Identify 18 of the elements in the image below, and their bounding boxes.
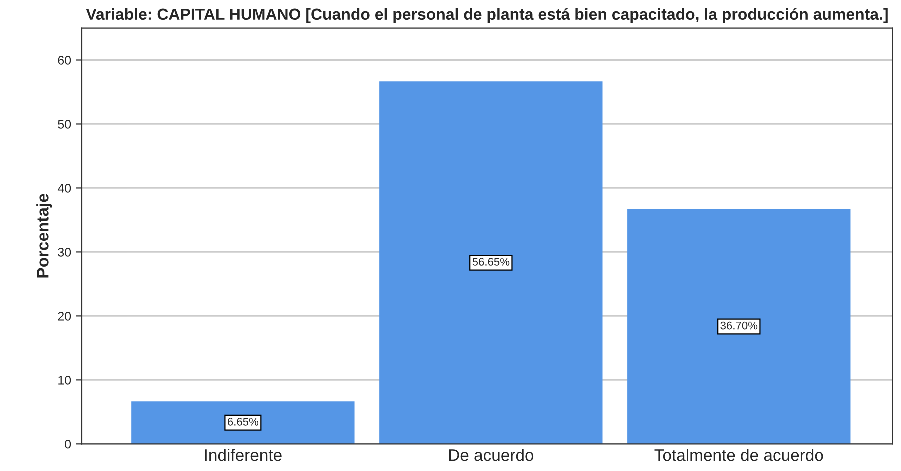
data-label: 6.65%	[228, 418, 259, 426]
y-tick-label: 30	[58, 248, 72, 257]
y-tick-label: 10	[58, 376, 72, 385]
x-tick-label: De acuerdo	[449, 449, 534, 462]
bar	[628, 209, 851, 444]
bar	[132, 402, 355, 444]
bar	[380, 82, 603, 444]
chart-title: Variable: CAPITAL HUMANO [Cuando el personal de planta está bien capacitado, la producción aumenta.]	[86, 8, 888, 24]
y-tick-label: 40	[58, 184, 72, 193]
x-tick-label: Indiferente	[205, 449, 282, 462]
data-label: 56.65%	[472, 258, 510, 266]
y-tick-label: 20	[58, 312, 72, 321]
y-axis-title: Porcentaje	[36, 194, 52, 278]
y-tick-label: 0	[65, 440, 72, 449]
y-tick-label: 50	[58, 120, 72, 129]
data-label: 36.70%	[720, 322, 758, 330]
x-tick-label: Totalmente de acuerdo	[654, 449, 824, 462]
y-tick-label: 60	[58, 56, 72, 65]
